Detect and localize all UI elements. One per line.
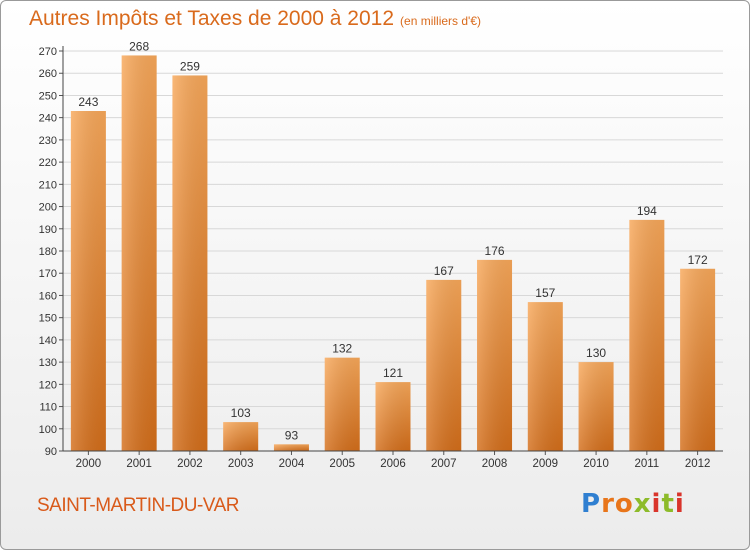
bars: 243 268 259 103 93 132 121 167 176 157 130 194 172 bbox=[70, 39, 716, 451]
y-tick-label: 190 bbox=[39, 224, 57, 236]
x-tick-label: 2005 bbox=[329, 458, 355, 470]
y-tick-label: 210 bbox=[39, 179, 57, 191]
y-tick-label: 140 bbox=[39, 335, 57, 347]
y-tick-label: 130 bbox=[39, 357, 57, 369]
bar-shade bbox=[680, 268, 716, 451]
x-tick-label: 2003 bbox=[228, 458, 254, 470]
data-label: 259 bbox=[180, 59, 200, 73]
y-tick-label: 200 bbox=[39, 202, 57, 214]
proxiti-logo[interactable]: Proxiti bbox=[581, 489, 685, 519]
data-label: 93 bbox=[285, 428, 299, 442]
data-label: 121 bbox=[383, 366, 403, 380]
bar-shade bbox=[426, 279, 462, 451]
chart-unit: (en milliers d'€) bbox=[400, 14, 482, 28]
data-label: 243 bbox=[78, 95, 98, 109]
data-label: 172 bbox=[688, 253, 708, 267]
logo-letter: i bbox=[674, 489, 685, 519]
data-label: 103 bbox=[231, 406, 251, 420]
data-label: 132 bbox=[332, 342, 352, 356]
x-tick-label: 2004 bbox=[279, 458, 305, 470]
y-tick-label: 160 bbox=[39, 290, 57, 302]
y-tick-label: 120 bbox=[39, 379, 57, 391]
data-label: 268 bbox=[129, 39, 149, 53]
logo-letter: r bbox=[601, 489, 615, 519]
bar-chart: 90 100 110 120 130 140 150 160 170 180 190 200 210 22… bbox=[39, 39, 723, 470]
logo-letter: t bbox=[661, 489, 675, 519]
x-tick-label: 2001 bbox=[126, 458, 152, 470]
y-tick-label: 170 bbox=[39, 268, 57, 280]
data-label: 157 bbox=[535, 286, 555, 300]
logo-letter: x bbox=[633, 489, 652, 519]
logo-letter: o bbox=[614, 489, 634, 519]
bar-shade bbox=[477, 259, 513, 451]
logo-letter: i bbox=[651, 489, 662, 519]
x-tick-label: 2007 bbox=[431, 458, 457, 470]
data-label: 176 bbox=[485, 244, 505, 258]
x-tick-label: 2009 bbox=[533, 458, 559, 470]
y-tick-label: 150 bbox=[39, 313, 57, 325]
y-tick-label: 250 bbox=[39, 90, 57, 102]
bar-shade bbox=[172, 75, 208, 451]
y-tick-label: 90 bbox=[45, 446, 57, 458]
bar-shade bbox=[629, 219, 665, 451]
data-label: 167 bbox=[434, 264, 454, 278]
x-axis: 2000 2001 2002 2003 2004 2005 2006 2007 2008 2009… bbox=[63, 450, 723, 470]
chart-title-text: Autres Impôts et Taxes de 2000 à 2012 bbox=[29, 7, 395, 30]
bar-shade bbox=[70, 111, 106, 451]
location-name: SAINT-MARTIN-DU-VAR bbox=[37, 495, 239, 516]
x-tick-label: 2011 bbox=[634, 458, 659, 470]
y-tick-label: 180 bbox=[39, 246, 57, 258]
y-tick-label: 270 bbox=[39, 46, 57, 58]
bar-shade bbox=[223, 422, 259, 451]
x-tick-label: 2010 bbox=[583, 458, 609, 470]
y-tick-label: 230 bbox=[39, 135, 57, 147]
x-tick-label: 2008 bbox=[482, 458, 508, 470]
bar-shade bbox=[578, 362, 614, 451]
y-axis: 90 100 110 120 130 140 150 160 170 180 190 200 210 22… bbox=[39, 46, 64, 458]
x-tick-label: 2006 bbox=[380, 458, 406, 470]
x-tick-label: 2000 bbox=[76, 458, 102, 470]
x-tick-label: 2002 bbox=[177, 458, 203, 470]
bar-shade bbox=[324, 357, 360, 451]
y-tick-label: 240 bbox=[39, 113, 57, 125]
y-tick-label: 110 bbox=[39, 402, 57, 414]
y-tick-label: 100 bbox=[39, 424, 57, 436]
y-tick-label: 220 bbox=[39, 157, 57, 169]
data-label: 194 bbox=[637, 204, 657, 218]
chart-title: Autres Impôts et Taxes de 2000 à 2012 (en… bbox=[29, 7, 481, 31]
data-label: 130 bbox=[586, 346, 606, 360]
x-tick-label: 2012 bbox=[685, 458, 711, 470]
bar-shade bbox=[273, 444, 309, 451]
y-tick-label: 260 bbox=[39, 68, 57, 80]
logo-letter: P bbox=[581, 489, 602, 519]
bar-shade bbox=[121, 55, 157, 451]
bar-shade bbox=[527, 302, 563, 451]
bar-shade bbox=[375, 382, 411, 451]
